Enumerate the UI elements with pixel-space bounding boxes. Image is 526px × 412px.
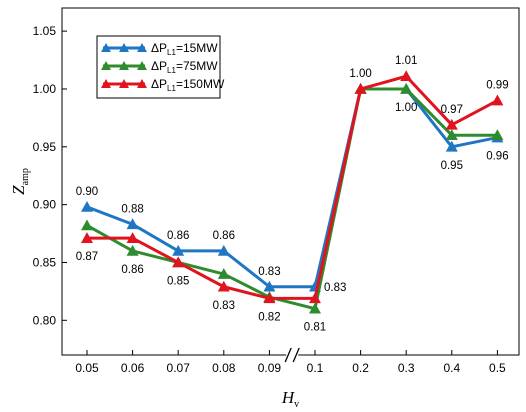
data-label: 0.86 [121,264,143,276]
x-tick-label: 0.07 [167,361,191,375]
legend-label: ΔPL1=15MW [151,41,218,57]
data-label: 1.00 [395,102,417,114]
data-point [445,118,458,130]
data-point [81,232,93,243]
data-point [445,140,458,152]
legend-marker [137,79,147,88]
data-point [400,70,413,82]
data-label: 0.90 [76,186,98,198]
legend-marker [101,61,111,70]
series-3 [81,70,504,304]
data-point [491,129,504,141]
data-label: 1.01 [395,55,417,67]
series-2 [81,82,504,314]
y-tick-label: 0.95 [33,140,57,154]
data-point [217,280,230,292]
x-tick-label: 0.1 [307,361,324,375]
y-axis-title: Zamp [9,168,31,195]
series-layer [81,70,504,314]
data-point [172,244,185,256]
axis-break-mark [292,347,300,363]
legend-marker [101,43,111,52]
data-label: 0.99 [486,80,508,92]
data-label: 1.00 [349,68,371,80]
series-line [87,74,499,300]
data-point [217,244,230,256]
data-label: 0.96 [486,151,508,163]
data-label: 0.83 [324,282,346,294]
legend-marker [119,79,129,88]
series-line [86,87,498,311]
data-point [217,268,230,279]
y-tick-label: 1.05 [33,24,57,38]
data-label: 0.81 [304,322,326,334]
x-tick-label: 0.4 [443,361,460,375]
legend-label: ΔPL1=150MW [151,77,225,93]
data-point [400,82,413,94]
data-label: 0.86 [213,230,235,242]
series-line [86,87,498,289]
legend-marker [137,61,147,70]
data-labels: 0.90 0.87 0.88 0.86 0.86 0.85 0.86 0.83 0.83 0.82… [76,55,509,333]
x-tick-label: 0.09 [258,361,282,375]
x-tick-label: 0.2 [352,361,369,375]
y-tick-label: 0.85 [33,255,57,269]
data-point [309,302,321,314]
y-tick-label: 0.80 [33,313,57,327]
data-point [126,218,139,230]
legend-marker [101,79,111,88]
data-point [445,129,458,141]
legend-marker [119,61,129,70]
axis-break-mark [284,347,292,363]
data-label: 0.95 [441,160,463,172]
x-tick-label: 0.5 [489,361,506,375]
data-label: 0.86 [167,230,189,242]
legend-marker [137,43,147,52]
data-point [491,94,504,106]
x-tick-label: 0.08 [212,361,236,375]
data-label: 0.97 [441,104,463,116]
data-point [309,292,321,304]
data-label: 0.85 [167,275,189,287]
data-label: 0.82 [258,311,280,323]
data-label: 0.83 [213,300,235,312]
data-label: 0.83 [258,266,280,278]
legend-label: ΔPL1=75MW [151,59,218,75]
data-label: 0.88 [121,203,143,215]
data-point [172,256,185,268]
data-point [354,82,367,94]
x-axis-title: Hv [281,388,299,410]
data-point [126,244,139,256]
legend: ΔPL1=15MW ΔPL1=75MW ΔPL1=150MW [96,35,225,99]
data-point [81,200,93,212]
legend-marker [119,43,129,52]
x-tick-label: 0.05 [75,361,99,375]
data-point [126,232,139,243]
x-tick-label: 0.06 [121,361,145,375]
data-label: 0.87 [76,251,98,263]
y-tick-label: 0.90 [33,198,57,212]
data-point [263,280,276,292]
data-point [81,219,93,231]
x-tick-label: 0.3 [398,361,415,375]
data-point [263,292,276,304]
axes: 0.80 0.85 0.90 0.95 1.00 1.05 0.05 0.06 0.07 0.08… [9,24,506,410]
y-tick-label: 1.00 [33,82,57,96]
